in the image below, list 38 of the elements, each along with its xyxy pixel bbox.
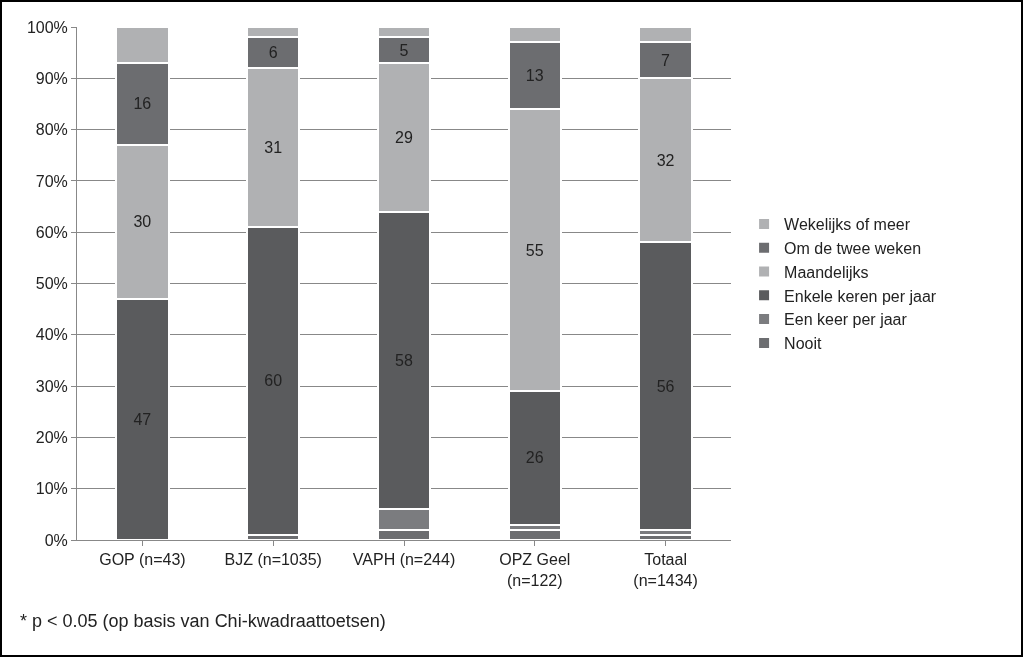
x-tick-label: BJZ (n=1035) [224,551,322,569]
data-label: 55 [525,241,544,259]
y-tick-label: 50% [35,275,68,293]
data-label: 47 [133,410,152,428]
data-label: 13 [525,67,544,85]
data-label: 30 [133,213,152,231]
data-label: 32 [656,151,675,169]
x-tick-label: VAPH (n=244) [352,551,456,569]
data-label: 6 [268,44,278,62]
y-tick-label: 100% [26,18,68,36]
data-label: 29 [395,128,413,146]
data-label: 26 [525,449,544,467]
y-tick-label: 40% [35,326,68,344]
data-label: 16 [133,95,152,113]
data-label: 31 [264,139,283,157]
legend-label: Maandelijks [784,263,869,281]
legend-label: Nooit [784,335,822,353]
legend-label: Om de twee weken [784,239,922,257]
data-label: 56 [656,377,675,395]
y-tick-label: 70% [35,172,68,190]
x-tick-label: OPZ Geel (n=122) [499,551,571,589]
data-label: 58 [395,351,413,369]
data-label: 5 [399,41,409,59]
text: * p < 0.05 (op basis van Chi-kwadraattoetsen) [20,611,386,631]
data-label: 60 [264,372,283,390]
x-tick-label: GOP (n=43) [99,551,186,569]
x-tick-label: Totaal (n=1434) [633,551,698,589]
legend-label: Enkele keren per jaar [784,287,937,305]
legend-label: Wekelijks of meer [784,216,911,234]
y-tick-label: 10% [35,480,68,498]
y-tick-label: 0% [44,531,68,549]
y-tick-label: 60% [35,223,68,241]
legend-label: Een keer per jaar [784,311,908,329]
y-tick-label: 20% [35,429,68,446]
data-label: 7 [661,51,671,69]
y-tick-label: 80% [35,121,68,139]
y-tick-label: 90% [35,69,68,87]
y-tick-label: 30% [35,377,68,395]
